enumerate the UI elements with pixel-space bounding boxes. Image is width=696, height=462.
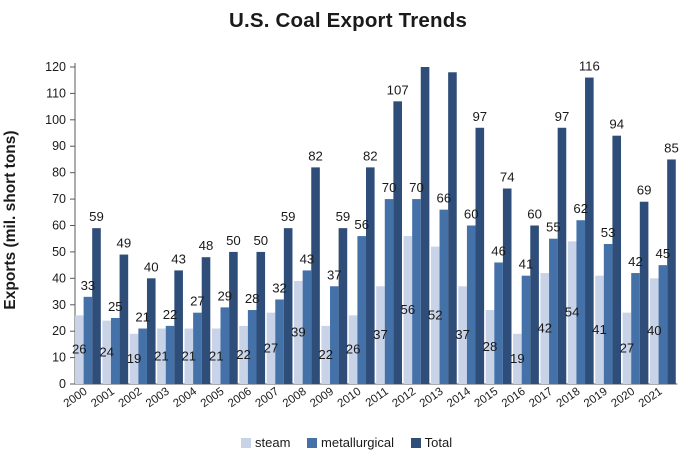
svg-text:97: 97 <box>555 109 570 124</box>
svg-text:2004: 2004 <box>171 385 199 410</box>
svg-text:55: 55 <box>546 220 561 235</box>
svg-text:41: 41 <box>519 257 534 272</box>
svg-text:85: 85 <box>664 140 679 155</box>
svg-text:50: 50 <box>52 245 66 259</box>
svg-text:28: 28 <box>483 339 498 354</box>
svg-text:97: 97 <box>472 109 487 124</box>
svg-text:59: 59 <box>89 209 104 224</box>
svg-text:2014: 2014 <box>445 385 473 410</box>
svg-text:22: 22 <box>318 347 333 362</box>
svg-text:37: 37 <box>373 327 388 342</box>
svg-text:59: 59 <box>281 209 296 224</box>
svg-text:2012: 2012 <box>390 386 418 411</box>
svg-text:33: 33 <box>81 278 96 293</box>
svg-text:116: 116 <box>579 59 600 74</box>
svg-text:28: 28 <box>245 291 260 306</box>
svg-text:60: 60 <box>527 207 542 222</box>
svg-text:43: 43 <box>300 251 315 266</box>
svg-text:40: 40 <box>144 259 159 274</box>
svg-text:2017: 2017 <box>527 386 555 411</box>
svg-text:41: 41 <box>592 322 607 337</box>
svg-text:43: 43 <box>171 251 186 266</box>
svg-text:21: 21 <box>154 348 169 363</box>
svg-text:60: 60 <box>52 219 66 233</box>
svg-text:45: 45 <box>656 246 671 261</box>
svg-text:52: 52 <box>428 307 443 322</box>
svg-text:56: 56 <box>354 217 369 232</box>
svg-text:2016: 2016 <box>500 386 528 411</box>
svg-text:2015: 2015 <box>472 386 500 411</box>
svg-text:54: 54 <box>565 305 580 320</box>
svg-text:50: 50 <box>253 233 268 248</box>
svg-text:27: 27 <box>620 340 635 355</box>
svg-text:40: 40 <box>52 271 66 285</box>
svg-text:2007: 2007 <box>253 386 281 411</box>
svg-text:20: 20 <box>52 324 66 338</box>
svg-text:2019: 2019 <box>582 386 610 411</box>
svg-text:21: 21 <box>135 310 150 325</box>
svg-text:30: 30 <box>52 298 66 312</box>
svg-text:50: 50 <box>226 233 241 248</box>
svg-text:74: 74 <box>500 170 515 185</box>
svg-text:21: 21 <box>181 348 196 363</box>
svg-text:32: 32 <box>272 280 287 295</box>
svg-text:22: 22 <box>236 347 251 362</box>
svg-text:59: 59 <box>336 209 351 224</box>
svg-text:90: 90 <box>52 139 66 153</box>
svg-text:70: 70 <box>382 180 397 195</box>
svg-text:19: 19 <box>127 351 142 366</box>
svg-text:40: 40 <box>647 323 662 338</box>
svg-text:19: 19 <box>510 351 525 366</box>
svg-text:100: 100 <box>45 113 66 127</box>
svg-text:25: 25 <box>108 299 123 314</box>
svg-text:2008: 2008 <box>281 386 309 411</box>
svg-text:82: 82 <box>363 148 378 163</box>
svg-text:49: 49 <box>117 236 132 251</box>
svg-text:2002: 2002 <box>117 386 145 411</box>
svg-text:70: 70 <box>409 180 424 195</box>
svg-text:110: 110 <box>46 86 66 100</box>
svg-text:66: 66 <box>437 191 452 206</box>
svg-text:2018: 2018 <box>555 386 583 411</box>
svg-text:24: 24 <box>99 344 114 359</box>
svg-text:2006: 2006 <box>226 386 254 411</box>
svg-text:37: 37 <box>455 327 470 342</box>
svg-text:46: 46 <box>491 243 506 258</box>
svg-text:120: 120 <box>45 60 66 74</box>
svg-text:107: 107 <box>387 82 409 97</box>
svg-text:2005: 2005 <box>199 386 227 411</box>
svg-text:2013: 2013 <box>418 386 446 411</box>
svg-text:22: 22 <box>163 307 178 322</box>
svg-text:62: 62 <box>573 201 588 216</box>
svg-text:39: 39 <box>291 324 306 339</box>
svg-text:21: 21 <box>209 348 224 363</box>
svg-text:69: 69 <box>637 183 652 198</box>
svg-text:29: 29 <box>217 288 232 303</box>
svg-text:2011: 2011 <box>364 386 391 410</box>
svg-text:2020: 2020 <box>609 386 637 411</box>
svg-text:10: 10 <box>52 351 66 365</box>
svg-text:94: 94 <box>609 117 624 132</box>
svg-text:56: 56 <box>401 302 416 317</box>
svg-text:27: 27 <box>264 340 279 355</box>
svg-text:42: 42 <box>628 254 643 269</box>
svg-text:42: 42 <box>537 321 552 336</box>
svg-text:60: 60 <box>464 207 479 222</box>
svg-text:26: 26 <box>72 342 87 357</box>
svg-text:0: 0 <box>59 377 66 391</box>
svg-text:80: 80 <box>52 166 66 180</box>
svg-text:70: 70 <box>52 192 66 206</box>
svg-text:2021: 2021 <box>637 386 665 411</box>
svg-text:2001: 2001 <box>89 386 117 411</box>
svg-text:2010: 2010 <box>336 386 364 411</box>
svg-text:82: 82 <box>308 148 323 163</box>
svg-text:48: 48 <box>199 238 214 253</box>
svg-text:2009: 2009 <box>308 386 336 411</box>
svg-text:2003: 2003 <box>144 386 172 411</box>
svg-text:27: 27 <box>190 294 205 309</box>
svg-text:37: 37 <box>327 267 342 282</box>
svg-text:26: 26 <box>346 342 361 357</box>
svg-text:53: 53 <box>601 225 616 240</box>
